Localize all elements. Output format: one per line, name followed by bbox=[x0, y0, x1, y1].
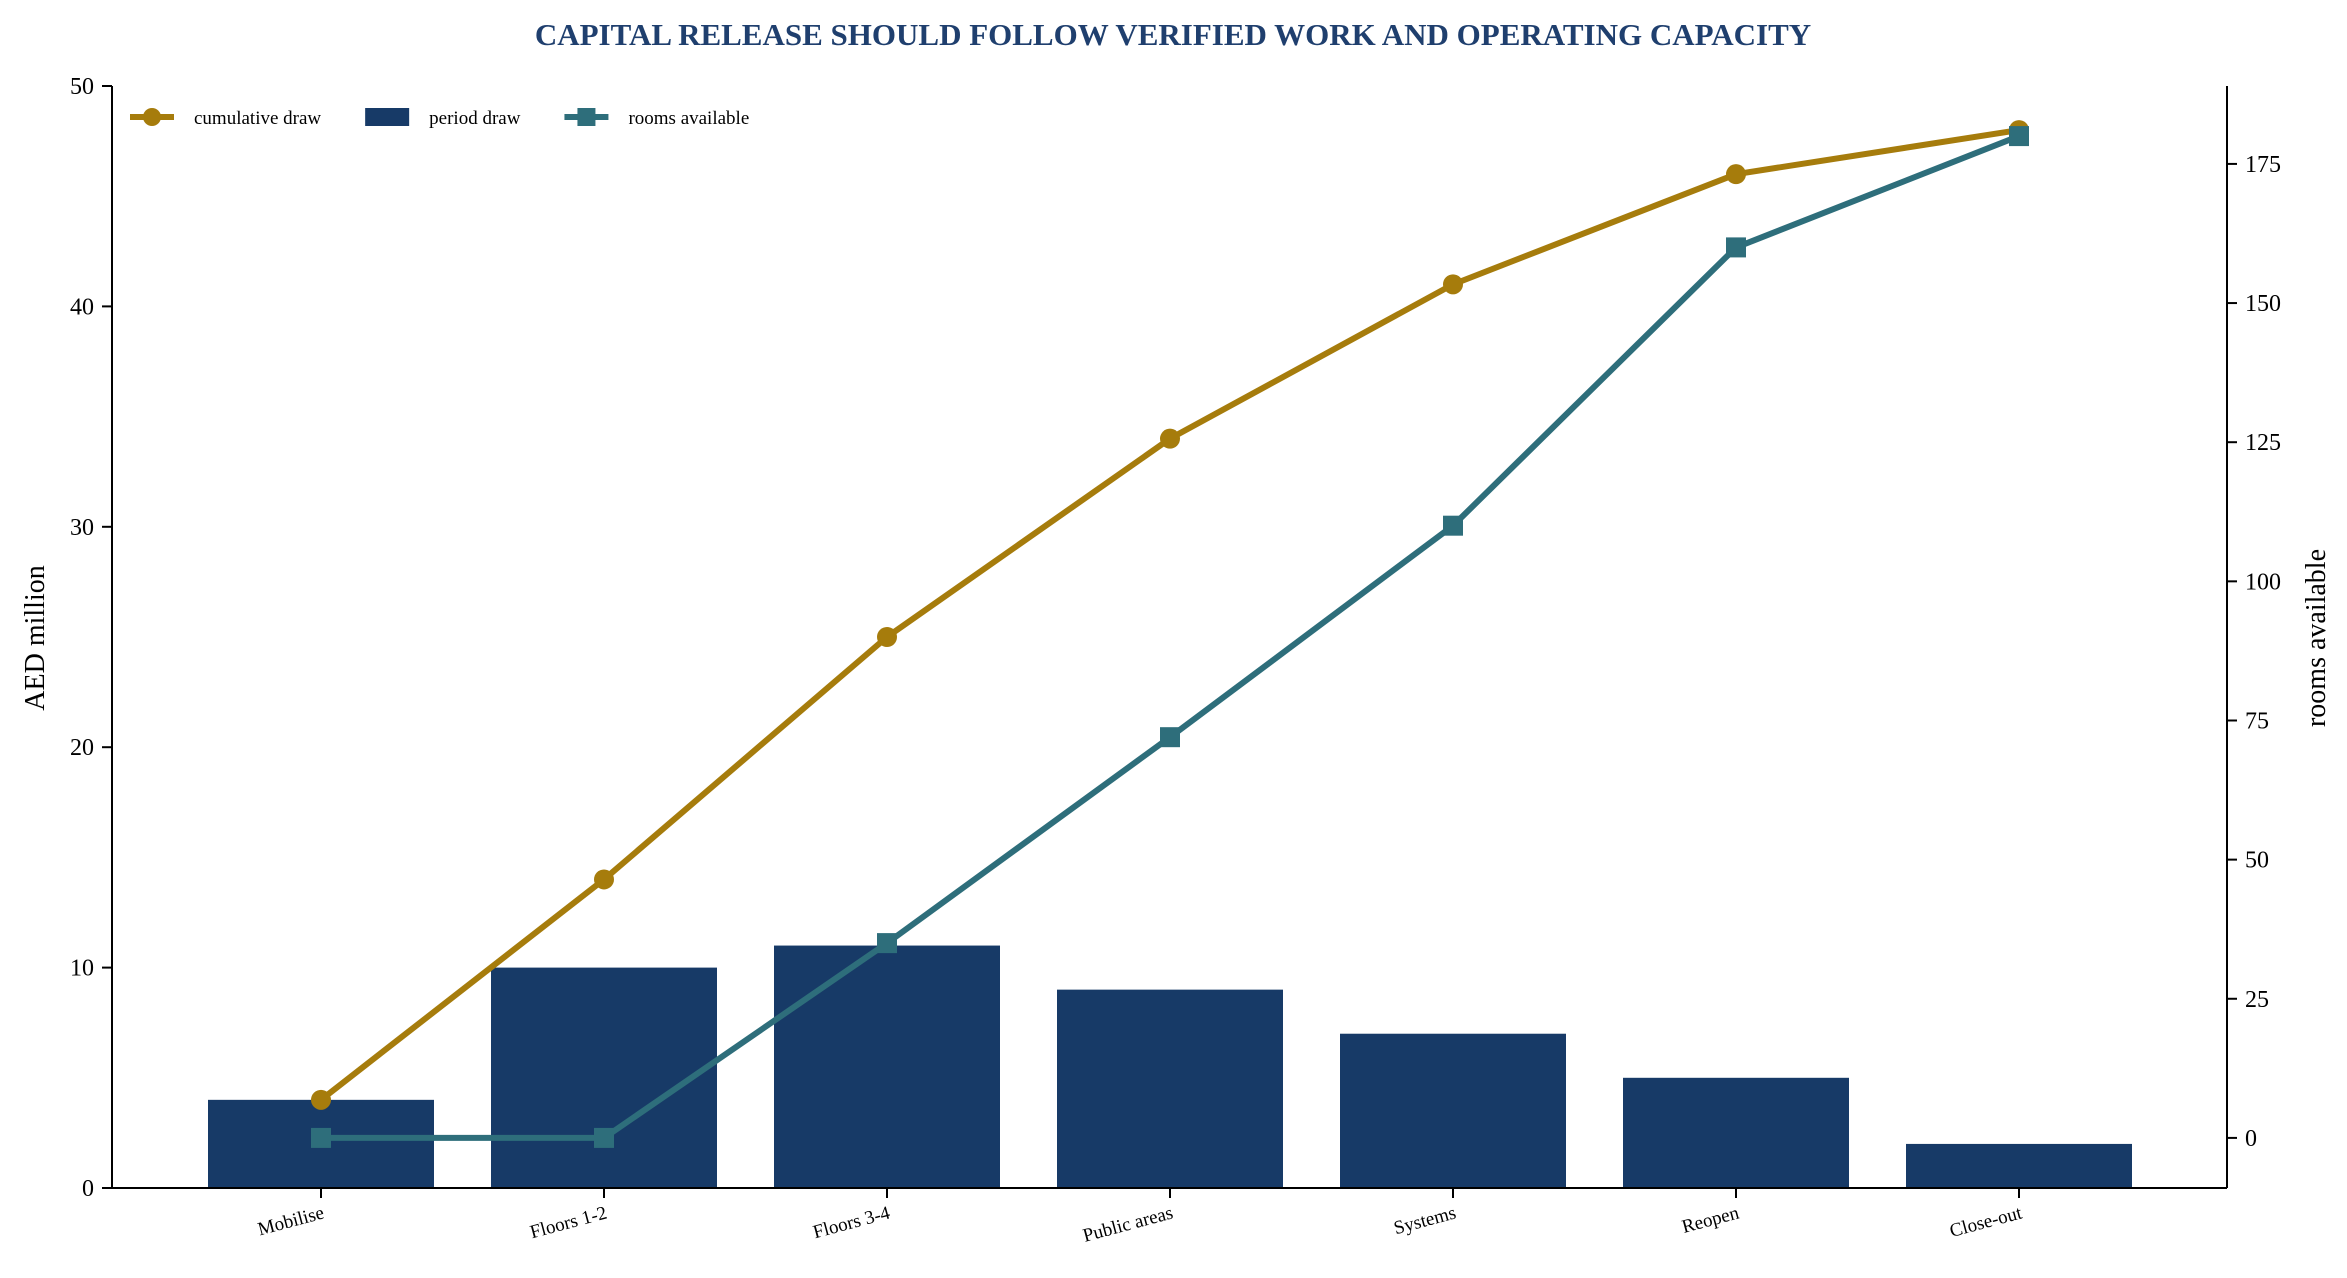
y-tick-label: 0 bbox=[82, 1176, 94, 1202]
y-tick-label: 30 bbox=[70, 515, 94, 541]
point-cumulative-draw bbox=[594, 869, 614, 890]
bar-period-draw bbox=[774, 945, 1000, 1188]
y2-tick-label: 175 bbox=[2245, 152, 2281, 178]
legend-label: rooms available bbox=[628, 108, 749, 129]
y-tick-label: 10 bbox=[70, 956, 94, 982]
legend-marker-square bbox=[577, 108, 596, 126]
legend-item: cumulative draw bbox=[130, 108, 321, 129]
x-tick-label: Reopen bbox=[1680, 1202, 1742, 1237]
point-rooms-available bbox=[311, 1127, 331, 1148]
legend-marker-circle bbox=[143, 108, 161, 126]
y2-tick-label: 0 bbox=[2245, 1126, 2257, 1152]
point-cumulative-draw bbox=[1443, 274, 1463, 295]
point-rooms-available bbox=[1726, 237, 1746, 258]
y-tick-label: 50 bbox=[70, 74, 94, 100]
rooms-line-group bbox=[311, 126, 2029, 1148]
x-tick-label: Mobilise bbox=[256, 1203, 327, 1241]
point-rooms-available bbox=[877, 933, 897, 954]
y-axis-label: AED million bbox=[20, 565, 51, 710]
x-tick-label: Floors 3-4 bbox=[811, 1202, 893, 1243]
point-rooms-available bbox=[1160, 727, 1180, 748]
legend: cumulative draw period draw rooms availabl… bbox=[130, 108, 749, 129]
point-rooms-available bbox=[1443, 515, 1463, 536]
y2-axis-label: rooms available bbox=[2301, 549, 2332, 727]
y-tick-label: 40 bbox=[70, 294, 94, 320]
legend-item: period draw bbox=[365, 108, 521, 129]
y2-tick-label: 100 bbox=[2245, 569, 2281, 595]
cumulative-line-group bbox=[311, 120, 2029, 1110]
x-tick-label: Systems bbox=[1392, 1203, 1459, 1240]
point-cumulative-draw bbox=[311, 1089, 331, 1110]
point-rooms-available bbox=[2009, 126, 2029, 147]
x-tick-label: Close-out bbox=[1947, 1202, 2024, 1242]
bar-period-draw bbox=[1340, 1033, 1566, 1188]
y2-tick-label: 25 bbox=[2245, 987, 2269, 1013]
bar-period-draw bbox=[1623, 1077, 1849, 1188]
y2-tick-label: 75 bbox=[2245, 708, 2269, 734]
bars-group bbox=[208, 945, 2132, 1188]
line-cumulative-draw bbox=[319, 127, 2020, 1103]
legend-label: cumulative draw bbox=[194, 108, 321, 129]
legend-item: rooms available bbox=[564, 108, 749, 129]
x-tick-label: Public areas bbox=[1081, 1203, 1176, 1247]
y2-tick-label: 150 bbox=[2245, 291, 2281, 317]
x-tick-label: Floors 1-2 bbox=[528, 1203, 609, 1244]
point-cumulative-draw bbox=[1160, 428, 1180, 449]
y-tick-label: 20 bbox=[70, 735, 94, 761]
y2-tick-label: 50 bbox=[2245, 848, 2269, 874]
legend-swatch-bar bbox=[365, 108, 410, 126]
bar-period-draw bbox=[1057, 989, 1283, 1188]
legend-label: period draw bbox=[429, 108, 521, 129]
bar-period-draw bbox=[491, 967, 717, 1188]
point-cumulative-draw bbox=[877, 627, 897, 647]
point-cumulative-draw bbox=[1726, 164, 1746, 185]
point-rooms-available bbox=[594, 1127, 614, 1148]
chart-title: CAPITAL RELEASE SHOULD FOLLOW VERIFIED W… bbox=[535, 17, 1811, 52]
y2-tick-label: 125 bbox=[2245, 430, 2281, 456]
bar-period-draw bbox=[1906, 1143, 2132, 1188]
